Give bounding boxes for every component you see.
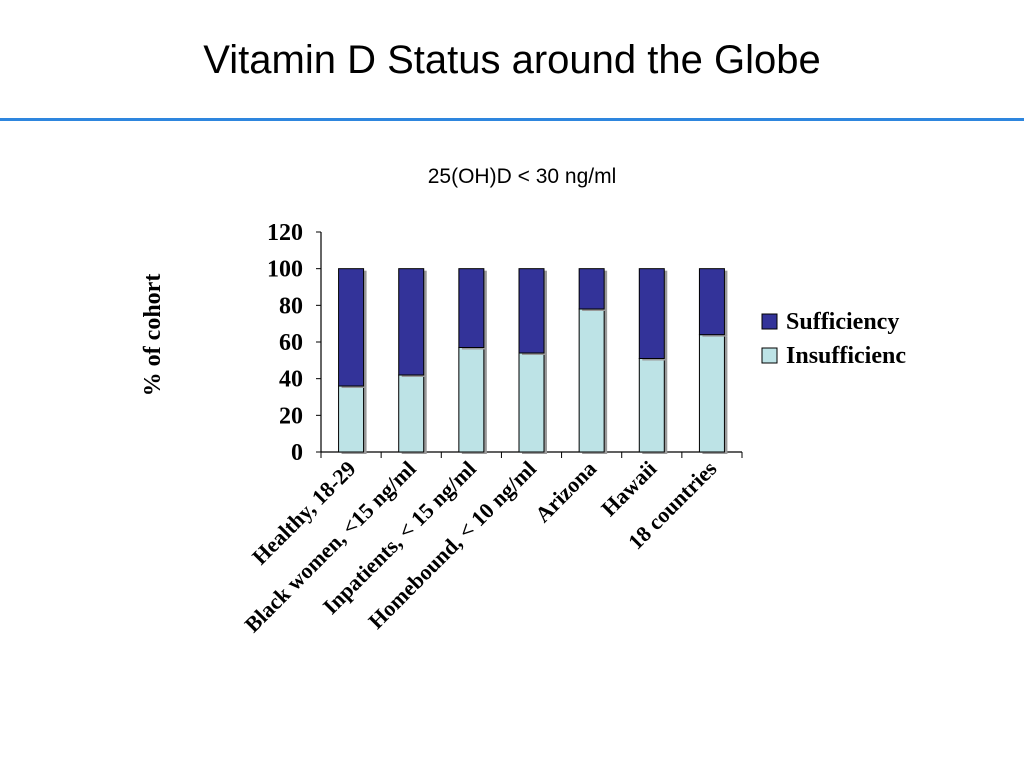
bar-segment-insufficiency (398, 374, 425, 453)
chart-subtitle: 25(OH)D < 30 ng/ml (427, 165, 617, 188)
plot-area: 0 20 40 60 80 100 120 % of cohort Healthy, 18-29… (140, 220, 743, 637)
bar-segment-insufficiency (338, 385, 365, 453)
bar-segment-sufficiency (398, 268, 425, 376)
legend-swatch (761, 347, 778, 364)
bar-segment-sufficiency (518, 268, 545, 354)
y-tick-label: 100 (267, 257, 303, 283)
bar-segment-insufficiency (638, 358, 665, 453)
y-tick-label: 40 (279, 367, 303, 393)
slide-title: Vitamin D Status around the Globe (203, 38, 821, 82)
y-tick-label: 80 (279, 293, 303, 319)
legend-label: Sufficiency (786, 309, 899, 335)
bar-segment-sufficiency (578, 268, 605, 310)
title-divider (0, 118, 1024, 121)
legend-box (754, 292, 929, 382)
x-tick-label: Healthy, 18-29 (247, 456, 361, 570)
y-tick-label: 60 (279, 330, 303, 356)
y-axis-label: % of cohort (140, 274, 166, 397)
bar-segment-sufficiency (638, 268, 665, 359)
y-tick-label: 0 (291, 440, 303, 466)
bar-segment-sufficiency (458, 268, 485, 348)
bar-segment-sufficiency (338, 268, 365, 387)
bar-segment-sufficiency (698, 268, 725, 336)
legend: Sufficiency Insufficienc (754, 292, 929, 382)
legend-swatch (761, 313, 778, 330)
bar-segment-insufficiency (578, 308, 605, 453)
y-tick-label: 120 (267, 220, 303, 246)
bar-segment-insufficiency (458, 347, 485, 453)
legend-label: Insufficienc (786, 343, 906, 369)
bar-segment-insufficiency (698, 334, 725, 453)
x-tick-label: Arizona (530, 456, 601, 527)
bar-segment-insufficiency (518, 352, 545, 453)
y-tick-label: 20 (279, 403, 303, 429)
